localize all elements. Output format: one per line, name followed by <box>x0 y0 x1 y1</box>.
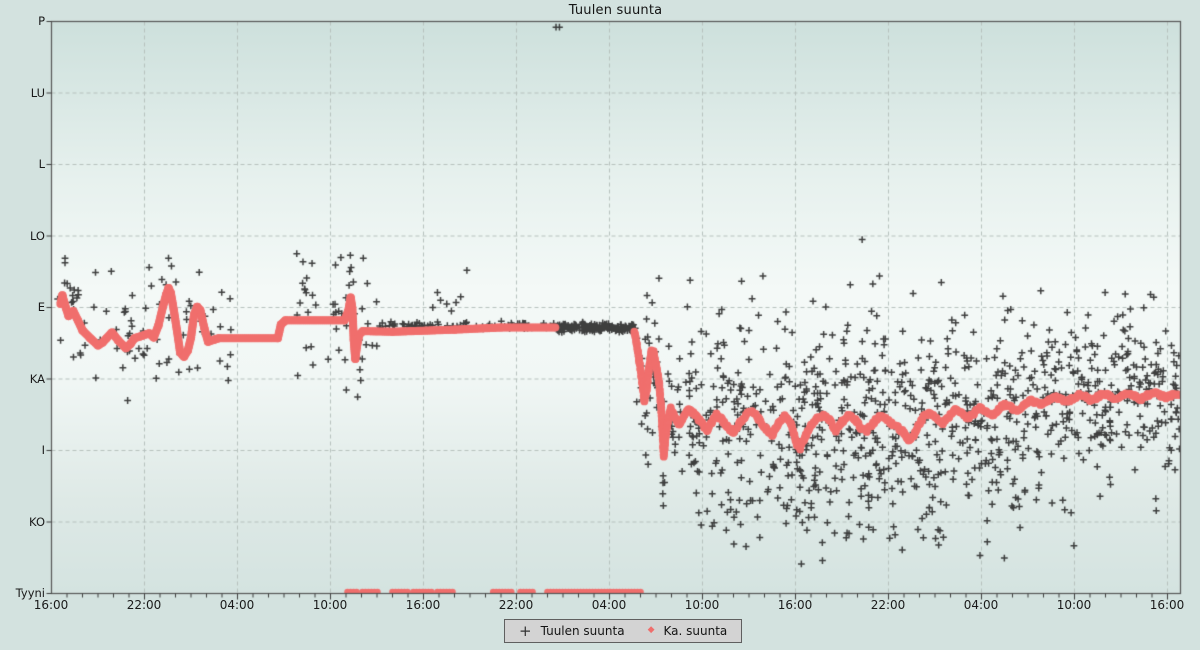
legend-plus-icon: + <box>519 622 532 640</box>
y-axis-label-lu: LU <box>30 85 45 100</box>
x-axis-label: 22:00 <box>498 598 534 612</box>
y-axis-label-i: I <box>41 443 45 457</box>
x-axis-label: 04:00 <box>591 598 627 612</box>
x-axis-label: 10:00 <box>312 598 348 612</box>
x-axis-label: 16:00 <box>777 598 813 612</box>
x-axis-label: 16:00 <box>33 598 69 612</box>
x-axis-label: 04:00 <box>963 598 999 612</box>
x-axis-label: 16:00 <box>405 598 441 612</box>
x-axis-label: 16:00 <box>1149 598 1185 612</box>
chart-legend: + Tuulen suunta ◆ Ka. suunta <box>504 619 743 643</box>
x-axis-label: 22:00 <box>870 598 906 612</box>
legend-label-avg-direction: Ka. suunta <box>663 624 728 638</box>
x-axis-label: 04:00 <box>219 598 255 612</box>
x-axis-label: 10:00 <box>684 598 720 612</box>
legend-label-wind-direction: Tuulen suunta <box>540 624 625 638</box>
x-axis-label: 10:00 <box>1056 598 1092 612</box>
legend-diamond-icon: ◆ <box>647 625 655 635</box>
y-axis-label-l: L <box>38 157 45 171</box>
y-axis-label-p: P <box>38 14 45 28</box>
y-axis-label-tyyni: Tyyni <box>15 586 45 600</box>
y-axis-label-ka: KA <box>29 371 45 386</box>
y-axis-label-e: E <box>37 300 45 314</box>
x-axis-label: 22:00 <box>126 598 162 612</box>
y-axis-label-lo: LO <box>29 228 45 243</box>
y-axis-label-ko: KO <box>29 514 45 529</box>
